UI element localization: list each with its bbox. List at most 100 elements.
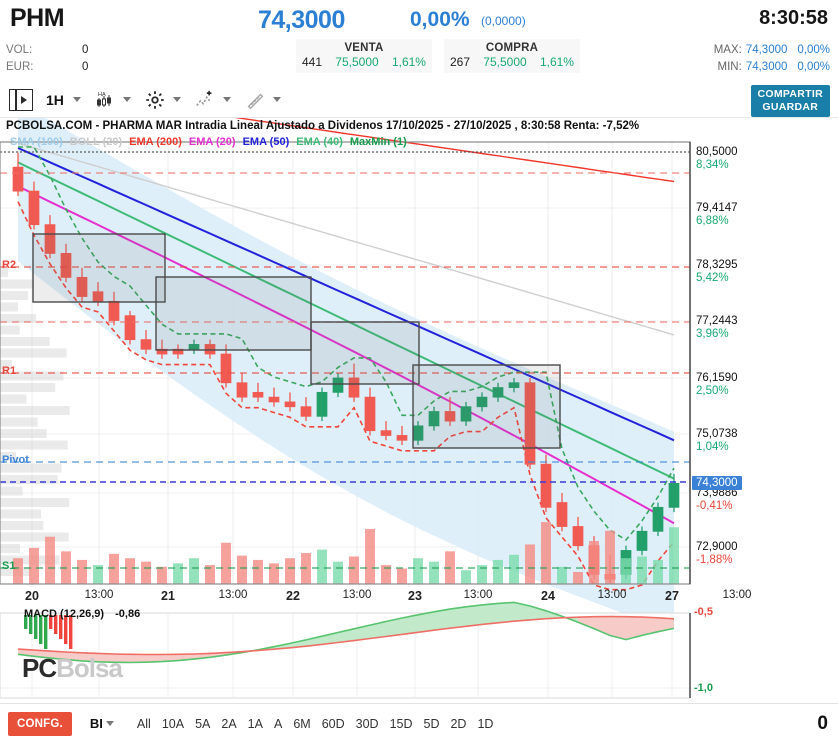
chart-type-chevron-down-icon[interactable]	[122, 97, 131, 102]
level-label-r1: R1	[2, 365, 17, 377]
time-tick-4: 22	[286, 589, 300, 603]
session-max: MAX: 74,3000 0,00%	[714, 44, 830, 56]
macd-histogram	[24, 615, 73, 649]
indicator-chevron-down-icon[interactable]	[222, 97, 231, 102]
legend-item-1[interactable]: BOLL (20)	[69, 136, 123, 148]
legend-item-0[interactable]: SMA (100)	[10, 136, 63, 148]
price-tick-6: 73,9886 -0,41%	[696, 487, 738, 512]
range-5a[interactable]: 5A	[195, 716, 211, 731]
legend-item-3[interactable]: EMA (20)	[188, 136, 236, 148]
settings-gear-icon[interactable]	[142, 87, 168, 113]
indicator-legend: SMA (100) BOLL (20) EMA (200) EMA (20) EMA (…	[10, 136, 414, 148]
range-a[interactable]: A	[273, 716, 283, 731]
darvas-box-3	[412, 364, 561, 449]
timeframe-selector[interactable]: 1H	[46, 91, 64, 108]
add-indicator-icon[interactable]	[192, 87, 218, 113]
eur-value: 0	[82, 61, 89, 73]
range-15d[interactable]: 15D	[389, 716, 413, 731]
chart-toolbar: 1H HA COMPARTIR GUARDAR	[0, 82, 838, 118]
legend-item-5[interactable]: EMA (40)	[296, 136, 343, 148]
price-tick-5: 75,0738 1,04%	[696, 428, 738, 453]
level-label-pivot: Pivot	[2, 454, 29, 466]
price-tick-0: 80,5000 8,34%	[696, 146, 738, 171]
price-tick-3: 77,2443 3,96%	[696, 315, 738, 340]
time-tick-10: 27	[665, 589, 679, 603]
max-label: MAX:	[713, 44, 742, 56]
range-all[interactable]: All	[136, 716, 151, 731]
panel-toggle-icon[interactable]	[8, 87, 34, 113]
min-label: MIN:	[717, 61, 742, 73]
draw-chevron-down-icon[interactable]	[272, 97, 281, 102]
range-1d[interactable]: 1D	[477, 716, 494, 731]
volume-bars	[13, 522, 679, 584]
range-30d[interactable]: 30D	[355, 716, 379, 731]
darvas-boxes	[32, 233, 561, 449]
bid-qty: 267	[450, 55, 471, 69]
ask-qty: 441	[302, 55, 323, 69]
max-value: 74,3000	[745, 44, 788, 56]
svg-text:HA: HA	[98, 92, 106, 98]
volume-value: 0	[82, 44, 89, 56]
macd-signal-line	[17, 615, 675, 656]
price-chart-svg[interactable]	[0, 118, 838, 703]
range-6m[interactable]: 6M	[293, 716, 311, 731]
legend-item-6[interactable]: MaxMin (1)	[349, 136, 407, 148]
right-value: 0	[817, 712, 828, 734]
range-buttons[interactable]: All 10A 5A 2A 1A A 6M 60D 30D 15D 5D 2D 1D	[137, 717, 494, 731]
settings-chevron-down-icon[interactable]	[172, 97, 181, 102]
maxmin-lower	[17, 201, 675, 591]
range-1a[interactable]: 1A	[247, 716, 263, 731]
range-2a[interactable]: 2A	[221, 716, 237, 731]
bottom-toolbar: CONFG. BI All 10A 5A 2A 1A A 6M 60D 30D 15D 5D 2D 1D…	[0, 703, 838, 743]
time-tick-1: 13:00	[84, 589, 114, 601]
range-2d[interactable]: 2D	[450, 716, 467, 731]
config-button[interactable]: CONFG.	[8, 711, 72, 736]
price-tick-7: 72,9000 -1,88%	[696, 541, 738, 566]
level-label-r2: R2	[2, 259, 17, 271]
draw-tools-icon[interactable]	[242, 87, 268, 113]
quote-header: PHM 74,3000 0,00% (0,0000) 8:30:58 VOL: …	[0, 0, 838, 82]
bollinger-band	[18, 118, 674, 632]
chart-area[interactable]	[0, 118, 838, 703]
volume-profile	[0, 268, 70, 576]
range-10a[interactable]: 10A	[161, 716, 185, 731]
ask-pct: 1,61%	[391, 55, 426, 69]
ask-quote-box: VENTA 441 75,5000 1,61%	[296, 39, 432, 73]
time-tick-3: 13:00	[218, 589, 248, 601]
price-tick-1: 79,4147 6,88%	[696, 202, 738, 227]
heikin-ashi-icon[interactable]: HA	[92, 87, 118, 113]
darvas-box-0	[32, 233, 166, 303]
timeframe-chevron-down-icon[interactable]	[72, 97, 81, 102]
time-tick-2: 21	[161, 589, 175, 603]
bi-selector[interactable]: BI	[89, 716, 103, 731]
bi-chevron-down-icon[interactable]	[105, 721, 114, 726]
legend-item-4[interactable]: EMA (50)	[242, 136, 290, 148]
bid-title: COMPRA	[485, 42, 539, 54]
time-axis: 20 13:00 21 13:00 22 13:00 23 13:00 24 13:00 27 13:…	[0, 584, 751, 606]
bid-pct: 1,61%	[539, 55, 574, 69]
time-tick-11: 13:00	[722, 589, 752, 601]
range-5d[interactable]: 5D	[423, 716, 440, 731]
legend-item-2[interactable]: EMA (200)	[129, 136, 182, 148]
last-price: 74,3000	[258, 6, 345, 34]
min-value: 74,3000	[745, 61, 788, 73]
macd-legend: MACD (12,26,9) -0,86	[24, 608, 140, 620]
price-tick-2: 78,3295 5,42%	[696, 259, 738, 284]
symbol-ticker: PHM	[10, 4, 65, 32]
macd-tick-0: -0,5	[694, 606, 713, 618]
volume-label: VOL:	[6, 44, 33, 56]
price-tick-4: 76,1590 2,50%	[696, 372, 738, 397]
clock-time: 8:30:58	[759, 7, 828, 29]
share-save-button[interactable]: COMPARTIR GUARDAR	[750, 85, 830, 117]
darvas-box-1	[155, 276, 312, 351]
level-label-s1: S1	[2, 560, 16, 572]
time-tick-0: 20	[25, 589, 39, 603]
darvas-box-2	[310, 321, 420, 385]
bid-quote-box: COMPRA 267 75,5000 1,61%	[444, 39, 580, 73]
time-tick-8: 24	[541, 589, 555, 603]
current-price-marker: 74,3000	[692, 476, 742, 490]
range-60d[interactable]: 60D	[321, 716, 345, 731]
percent-change: 0,00%	[410, 8, 470, 31]
ask-title: VENTA	[344, 42, 384, 54]
macd-label: MACD (12,26,9)	[24, 608, 105, 620]
